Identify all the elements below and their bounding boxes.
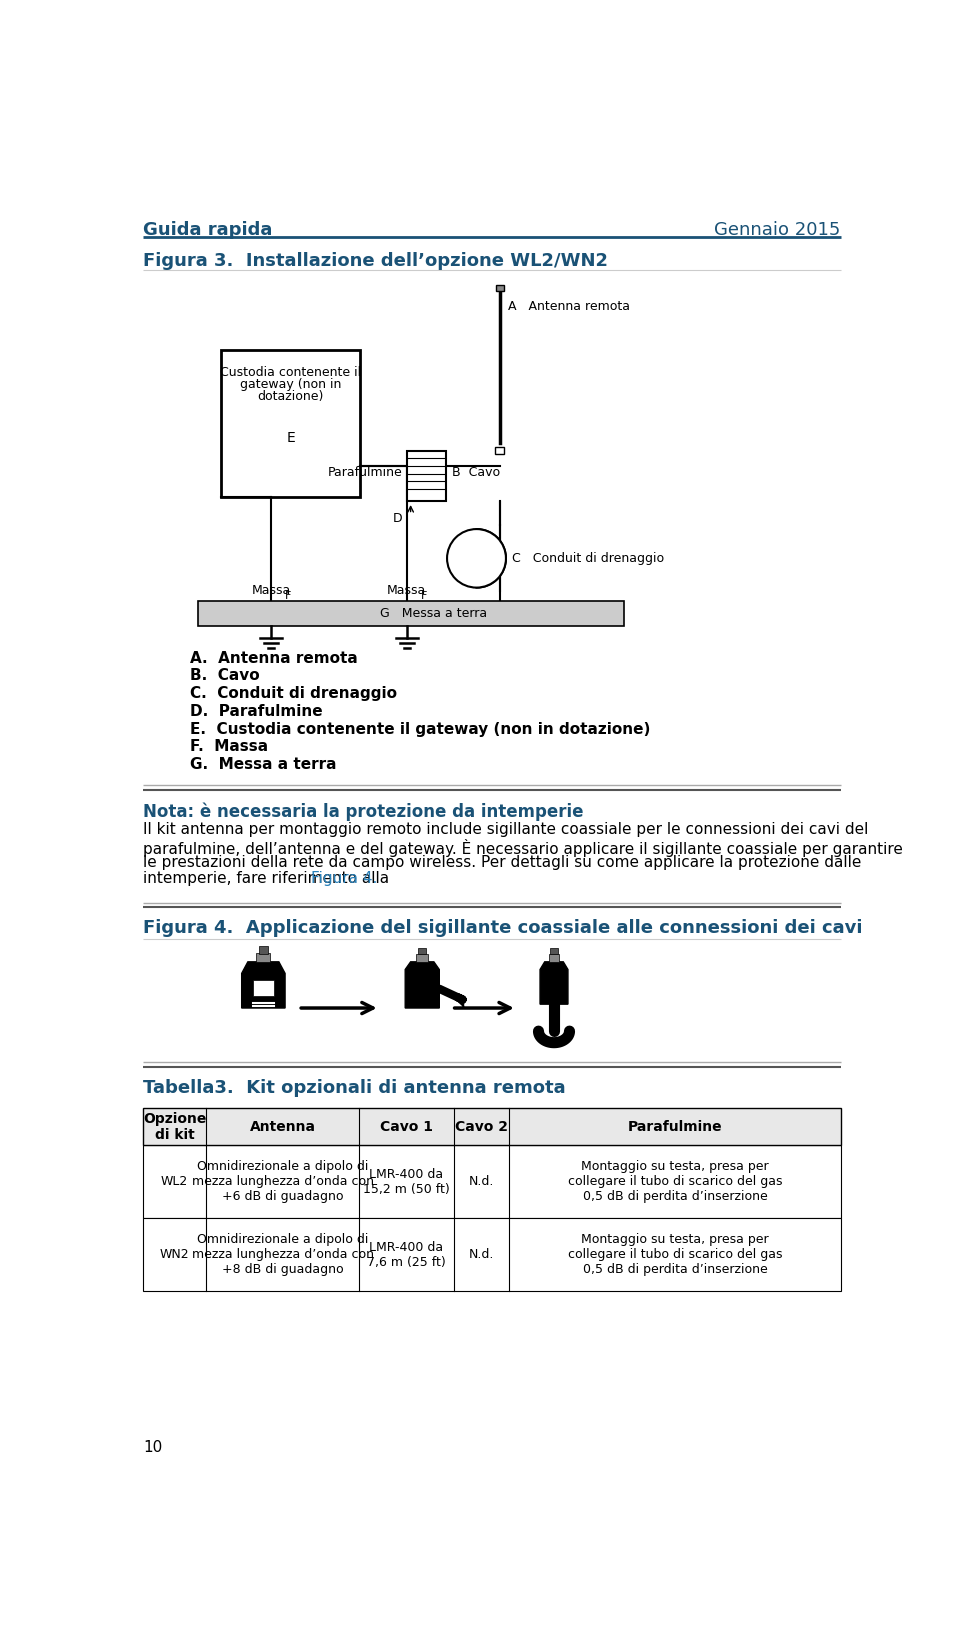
Text: Parafulmine: Parafulmine [328,467,403,480]
Text: C.  Conduit di drenaggio: C. Conduit di drenaggio [190,686,396,701]
Text: D: D [393,512,402,525]
Text: LMR-400 da
15,2 m (50 ft): LMR-400 da 15,2 m (50 ft) [363,1167,450,1195]
Text: Antenna: Antenna [250,1120,316,1133]
Bar [550,948,558,954]
Bar [143,1108,841,1144]
Text: A   Antenna remota: A Antenna remota [508,301,630,313]
Text: WN2: WN2 [159,1249,189,1260]
Text: Figura 3.  Installazione dell’opzione WL2/WN2: Figura 3. Installazione dell’opzione WL2… [143,252,609,270]
Text: Guida rapida: Guida rapida [143,221,273,239]
Bar [143,1144,841,1218]
Text: D.  Parafulmine: D. Parafulmine [190,704,323,719]
Polygon shape [405,963,440,1008]
Text: G   Messa a terra: G Messa a terra [380,607,488,620]
Text: Omnidirezionale a dipolo di
mezza lunghezza d’onda con
+8 dB di guadagno: Omnidirezionale a dipolo di mezza lunghe… [192,1233,373,1277]
Text: Opzione
di kit: Opzione di kit [143,1112,206,1141]
Text: Gennaio 2015: Gennaio 2015 [714,221,841,239]
Bar [221,350,360,496]
Bar [496,285,504,291]
Text: A.  Antenna remota: A. Antenna remota [190,652,357,666]
Text: gateway (non in: gateway (non in [240,378,341,391]
Bar [548,954,560,963]
Text: F: F [420,591,427,601]
Bar [416,954,428,963]
Bar [259,946,268,954]
Text: Parafulmine: Parafulmine [628,1120,723,1133]
Text: Omnidirezionale a dipolo di
mezza lunghezza d’onda con
+6 dB di guadagno: Omnidirezionale a dipolo di mezza lunghe… [192,1161,373,1203]
Circle shape [447,529,506,588]
Text: Montaggio su testa, presa per
collegare il tubo di scarico del gas
0,5 dB di per: Montaggio su testa, presa per collegare … [568,1161,782,1203]
Bar [143,1218,841,1292]
Text: B.  Cavo: B. Cavo [190,668,259,684]
Text: Il kit antenna per montaggio remoto include sigillante coassiale per le connessi: Il kit antenna per montaggio remoto incl… [143,822,869,838]
Text: Montaggio su testa, presa per
collegare il tubo di scarico del gas
0,5 dB di per: Montaggio su testa, presa per collegare … [568,1233,782,1277]
Text: Custodia contenente il: Custodia contenente il [220,365,361,378]
Text: Massa: Massa [387,584,426,598]
Text: Figura 4.  Applicazione del sigillante coassiale alle connessioni dei cavi: Figura 4. Applicazione del sigillante co… [143,920,863,938]
Polygon shape [242,963,285,1008]
Text: F: F [285,591,292,601]
Bar [256,953,271,963]
Bar [407,450,445,501]
Bar [198,601,624,625]
Text: le prestazioni della rete da campo wireless. Per dettagli su come applicare la p: le prestazioni della rete da campo wirel… [143,855,862,869]
Bar [495,447,504,455]
Text: N.d.: N.d. [468,1175,494,1188]
Text: parafulmine, dell’antenna e del gateway. È necessario applicare il sigillante co: parafulmine, dell’antenna e del gateway.… [143,838,903,856]
Text: intemperie, fare riferimento alla: intemperie, fare riferimento alla [143,871,395,886]
Text: E: E [286,431,295,445]
Text: C   Conduit di drenaggio: C Conduit di drenaggio [512,552,664,565]
Text: Figura 4.: Figura 4. [311,871,377,886]
Text: WL2: WL2 [161,1175,188,1188]
Polygon shape [540,963,568,1003]
Bar [419,948,426,954]
Text: F.  Massa: F. Massa [190,740,268,755]
Text: E.  Custodia contenente il gateway (non in dotazione): E. Custodia contenente il gateway (non i… [190,722,650,737]
Text: Cavo 1: Cavo 1 [380,1120,433,1133]
Text: Cavo 2: Cavo 2 [455,1120,508,1133]
Text: N.d.: N.d. [468,1249,494,1260]
Text: B  Cavo: B Cavo [452,467,500,480]
Text: dotazione): dotazione) [257,391,324,403]
Text: Nota: è necessaria la protezione da intemperie: Nota: è necessaria la protezione da inte… [143,802,584,820]
Text: Tabella3.  Kit opzionali di antenna remota: Tabella3. Kit opzionali di antenna remot… [143,1079,565,1097]
Bar [252,979,275,997]
Text: LMR-400 da
7,6 m (25 ft): LMR-400 da 7,6 m (25 ft) [367,1241,446,1269]
Text: Massa: Massa [252,584,291,598]
Text: 10: 10 [143,1441,162,1455]
Text: G.  Messa a terra: G. Messa a terra [190,756,336,773]
